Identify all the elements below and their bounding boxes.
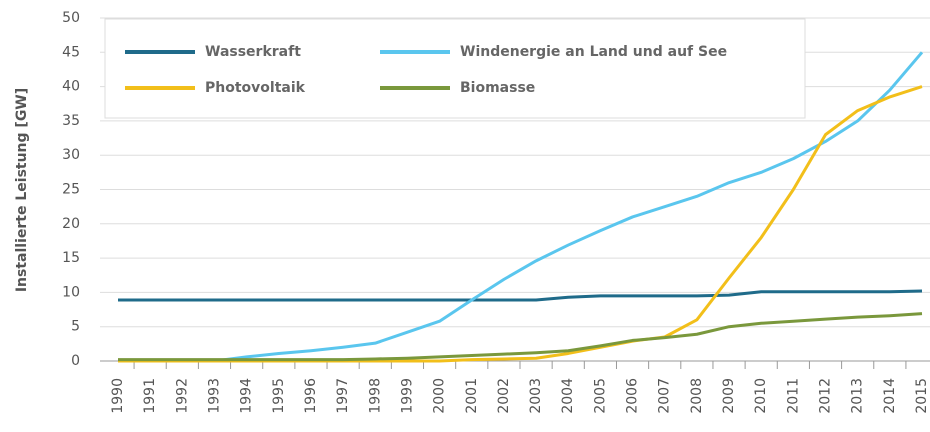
series-line (118, 312, 923, 362)
x-tick-label: 1998 (367, 378, 383, 414)
y-tick-label: 35 (62, 113, 80, 129)
x-tick-label: 2004 (560, 378, 576, 414)
series-line (118, 289, 923, 302)
x-tick-label: 2003 (528, 378, 544, 414)
x-tick-label: 2015 (914, 378, 930, 414)
x-tick-label: 1992 (174, 378, 190, 414)
x-tick-label: 1991 (142, 378, 158, 414)
x-tick-label: 1997 (335, 378, 351, 414)
x-tick-label: 2010 (753, 378, 769, 414)
x-tick-label: 2008 (689, 378, 705, 414)
y-tick-label: 5 (71, 319, 80, 335)
y-tick-label: 20 (62, 216, 80, 232)
x-tick-label: 2011 (785, 378, 801, 414)
x-tick-label: 1993 (206, 378, 222, 414)
y-tick-label: 10 (62, 284, 80, 300)
legend-label: Photovoltaik (205, 80, 306, 96)
x-tick-label: 1999 (399, 378, 415, 414)
x-tick-label: 1995 (271, 378, 287, 414)
legend-box (104, 18, 806, 119)
x-tick-label: 1990 (110, 378, 126, 414)
x-tick-label: 2013 (850, 378, 866, 414)
y-axis-label: Installierte Leistung [GW] (14, 88, 30, 292)
x-tick-label: 2009 (721, 378, 737, 414)
y-tick-label: 0 (71, 353, 80, 369)
y-tick-label: 45 (62, 44, 80, 60)
x-tick-label: 2000 (432, 378, 448, 414)
x-tick-label: 2005 (592, 378, 608, 414)
y-tick-label: 40 (62, 79, 80, 95)
x-tick-label: 1994 (239, 378, 255, 414)
y-tick-label: 50 (62, 10, 80, 26)
legend-label: Biomasse (460, 80, 535, 96)
legend-label: Wasserkraft (205, 44, 301, 60)
x-tick-label: 2014 (882, 378, 898, 414)
y-tick-label: 25 (62, 182, 80, 198)
x-tick-label: 2006 (625, 378, 641, 414)
series-line (118, 51, 924, 363)
y-tick-label: 30 (62, 147, 80, 163)
x-tick-label: 2012 (818, 378, 834, 414)
x-tick-label: 1996 (303, 378, 319, 414)
y-tick-label: 15 (62, 250, 80, 266)
x-tick-label: 2002 (496, 378, 512, 414)
x-tick-label: 2007 (657, 378, 673, 414)
legend-label: Windenergie an Land und auf See (460, 44, 727, 60)
x-tick-label: 2001 (464, 378, 480, 414)
